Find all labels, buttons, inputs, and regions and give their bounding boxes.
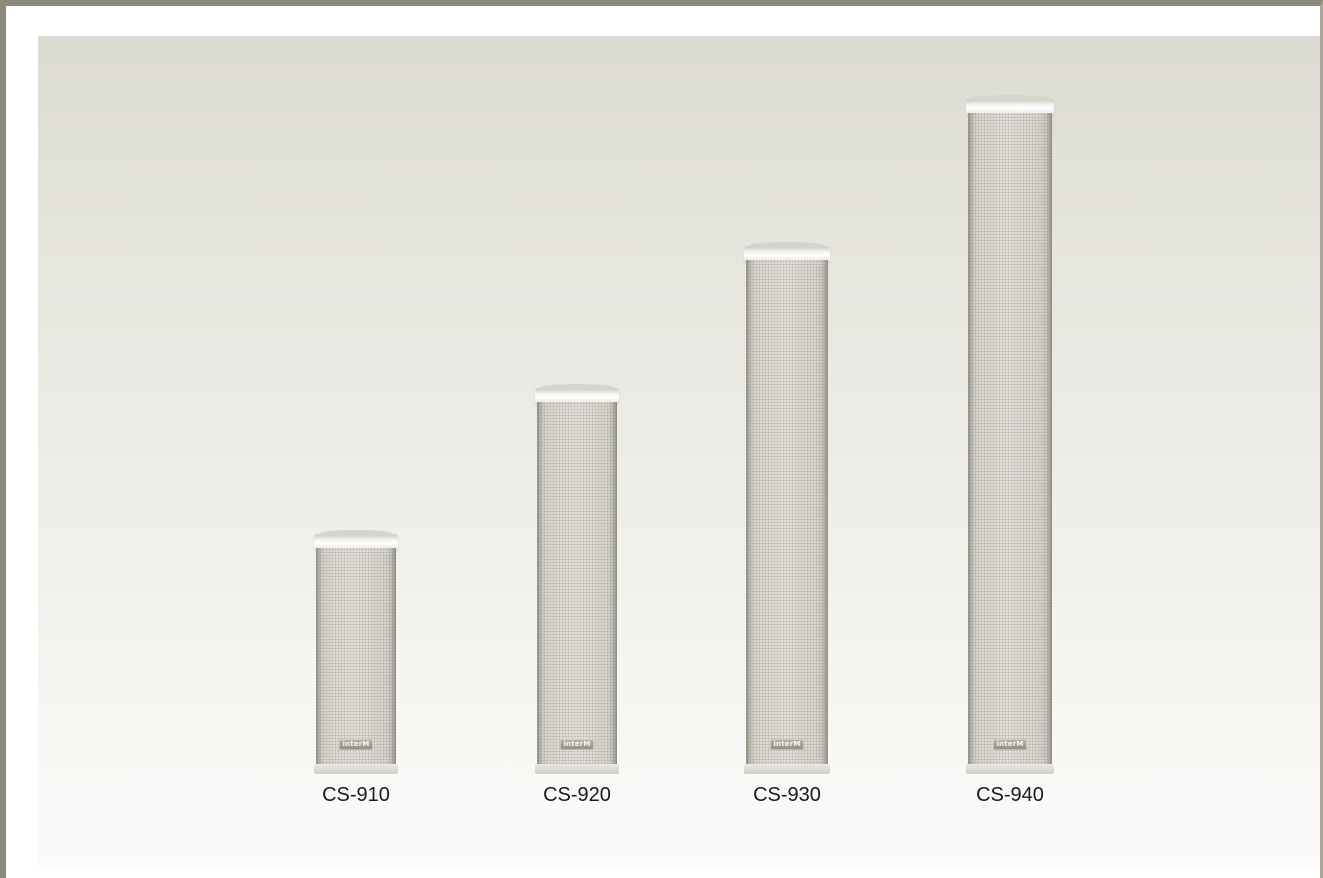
model-label-cs-940: CS-940 <box>976 784 1044 806</box>
speaker-base <box>966 764 1054 774</box>
speaker-cap <box>535 384 619 404</box>
speaker-cs-910: interM <box>314 530 398 774</box>
speaker-grille <box>316 548 396 766</box>
brand-logo: interM <box>770 739 804 750</box>
speaker-base <box>314 764 398 774</box>
speaker-cap <box>744 242 830 262</box>
speaker-cap <box>966 95 1054 115</box>
speaker-grille <box>968 113 1052 766</box>
brand-logo: interM <box>339 739 373 750</box>
product-backdrop <box>38 36 1320 869</box>
model-label-cs-910: CS-910 <box>322 784 390 806</box>
speaker-grille <box>537 402 617 766</box>
speaker-cs-920: interM <box>535 384 619 774</box>
model-label-cs-920: CS-920 <box>543 784 611 806</box>
speaker-base <box>535 764 619 774</box>
speaker-base <box>744 764 830 774</box>
model-label-cs-930: CS-930 <box>753 784 821 806</box>
brand-logo: interM <box>560 739 594 750</box>
speaker-grille <box>746 260 828 766</box>
brand-logo: interM <box>993 739 1027 750</box>
speaker-cs-930: interM <box>744 242 830 774</box>
speaker-cap <box>314 530 398 550</box>
speaker-cs-940: interM <box>966 95 1054 774</box>
